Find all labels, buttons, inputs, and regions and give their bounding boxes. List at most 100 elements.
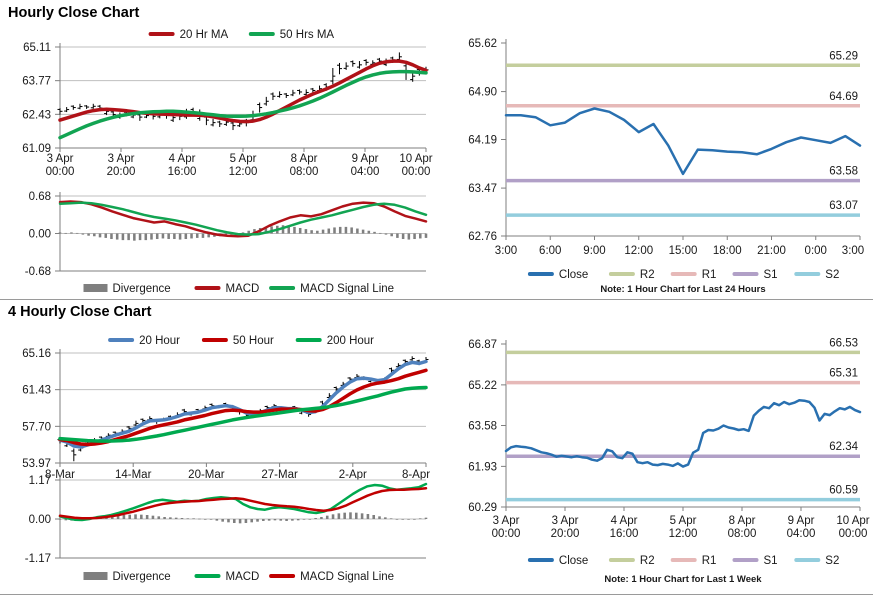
svg-text:Divergence: Divergence [113,283,171,295]
svg-text:15:00: 15:00 [669,245,698,257]
svg-text:0.00: 0.00 [29,514,51,526]
svg-text:8-Mar: 8-Mar [45,469,75,481]
svg-text:MACD Signal Line: MACD Signal Line [300,571,394,583]
legend: 20 Hour 50 Hour 200 Hour [108,335,374,347]
svg-text:65.29: 65.29 [829,50,858,62]
svg-text:63.07: 63.07 [829,200,858,212]
svg-text:0.68: 0.68 [29,191,51,203]
separator-line [0,299,873,300]
legend: Divergence MACD MACD Signal Line [83,283,394,295]
svg-text:65.22: 65.22 [468,380,497,392]
hourly-macd-chart: 0.68 0.00 -0.68 Divergence MACD MACD Signal L… [25,191,428,295]
svg-text:64.69: 64.69 [829,91,858,103]
svg-text:65.62: 65.62 [468,38,497,50]
svg-text:62.76: 62.76 [468,231,497,243]
hourly-price-chart: 65.11 63.77 62.43 61.093 Apr 00:00 3 Apr 20:00… [22,29,433,178]
svg-text:66.53: 66.53 [829,337,858,349]
svg-text:R2: R2 [640,555,655,567]
hourly-support-resistance-chart: 65.62 64.90 64.19 63.47 62.76 3:00 6:00 9:00 12:… [468,38,864,295]
svg-text:8-Apr: 8-Apr [402,469,430,481]
svg-text:61.93: 61.93 [468,461,497,473]
svg-text:20-Mar: 20-Mar [188,469,225,481]
svg-text:64.90: 64.90 [468,87,497,99]
svg-text:MACD Signal Line: MACD Signal Line [300,283,394,295]
svg-text:20 Hr MA: 20 Hr MA [180,29,229,41]
svg-text:50 Hour: 50 Hour [233,335,274,347]
svg-text:0:00: 0:00 [805,245,827,257]
svg-text:MACD: MACD [226,571,260,583]
svg-text:65.31: 65.31 [829,368,858,380]
svg-text:3:00: 3:00 [495,245,517,257]
separator-line [0,594,873,595]
chart-note: Note: 1 Hour Chart for Last 24 Hours [600,284,765,295]
svg-text:6:00: 6:00 [539,245,561,257]
svg-text:R1: R1 [702,269,717,281]
svg-text:S2: S2 [825,269,839,281]
svg-text:65.11: 65.11 [23,42,51,54]
svg-text:1.17: 1.17 [29,475,51,487]
legend: Close R2 R1 S1 S2 [527,555,839,567]
chart-note: Note: 1 Hour Chart for Last 1 Week [604,574,762,585]
svg-text:S2: S2 [825,555,839,567]
svg-text:Divergence: Divergence [113,571,171,583]
svg-text:0.00: 0.00 [29,229,51,241]
svg-text:57.70: 57.70 [22,421,51,433]
svg-text:63.47: 63.47 [468,183,497,195]
legend: Divergence MACD MACD Signal Line [83,571,394,583]
svg-text:61.09: 61.09 [22,143,51,155]
svg-text:S1: S1 [764,555,778,567]
svg-text:R2: R2 [640,269,655,281]
svg-text:62.43: 62.43 [22,109,51,121]
svg-text:14-Mar: 14-Mar [115,469,152,481]
svg-text:200 Hour: 200 Hour [327,335,374,347]
svg-text:20 Hour: 20 Hour [139,335,180,347]
svg-text:Close: Close [559,555,588,567]
svg-text:50 Hrs MA: 50 Hrs MA [280,29,335,41]
svg-text:2-Apr: 2-Apr [339,469,367,481]
svg-text:66.87: 66.87 [468,339,497,351]
four-hourly-support-resistance-chart: 66.87 65.22 63.58 61.93 60.293 Apr 00:00 3 Apr… [468,337,870,585]
svg-text:S1: S1 [764,269,778,281]
svg-text:27-Mar: 27-Mar [261,469,298,481]
four-hourly-price-chart: 65.16 61.43 57.70 53.978-Mar 14-Mar 20-Mar 27-… [22,335,430,481]
svg-text:63.58: 63.58 [829,166,858,178]
svg-text:63.77: 63.77 [22,76,51,88]
svg-text:21:00: 21:00 [757,245,786,257]
svg-text:-0.68: -0.68 [25,266,51,278]
svg-text:63.58: 63.58 [468,421,497,433]
svg-text:60.29: 60.29 [468,502,497,514]
svg-text:18:00: 18:00 [713,245,742,257]
legend: 20 Hr MA 50 Hrs MA [148,29,335,41]
svg-text:Close: Close [559,269,588,281]
svg-text:60.59: 60.59 [829,485,858,497]
four-hourly-macd-chart: 1.17 0.00 -1.17 Divergence MACD MACD Signal L… [25,475,428,583]
svg-text:61.43: 61.43 [22,385,51,397]
svg-text:R1: R1 [702,555,717,567]
svg-text:3:00: 3:00 [842,245,864,257]
svg-text:53.97: 53.97 [22,458,51,470]
hourly-chart-title: Hourly Close Chart [8,5,140,21]
svg-text:12:00: 12:00 [624,245,653,257]
svg-text:65.16: 65.16 [22,348,51,360]
svg-text:9:00: 9:00 [583,245,605,257]
svg-text:62.34: 62.34 [829,441,858,453]
svg-text:64.19: 64.19 [468,135,497,147]
legend: Close R2 R1 S1 S2 [527,269,839,281]
svg-text:MACD: MACD [226,283,260,295]
svg-text:-1.17: -1.17 [25,553,51,565]
